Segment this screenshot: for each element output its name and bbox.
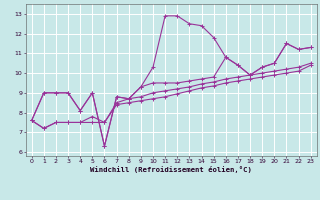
X-axis label: Windchill (Refroidissement éolien,°C): Windchill (Refroidissement éolien,°C) bbox=[90, 166, 252, 173]
